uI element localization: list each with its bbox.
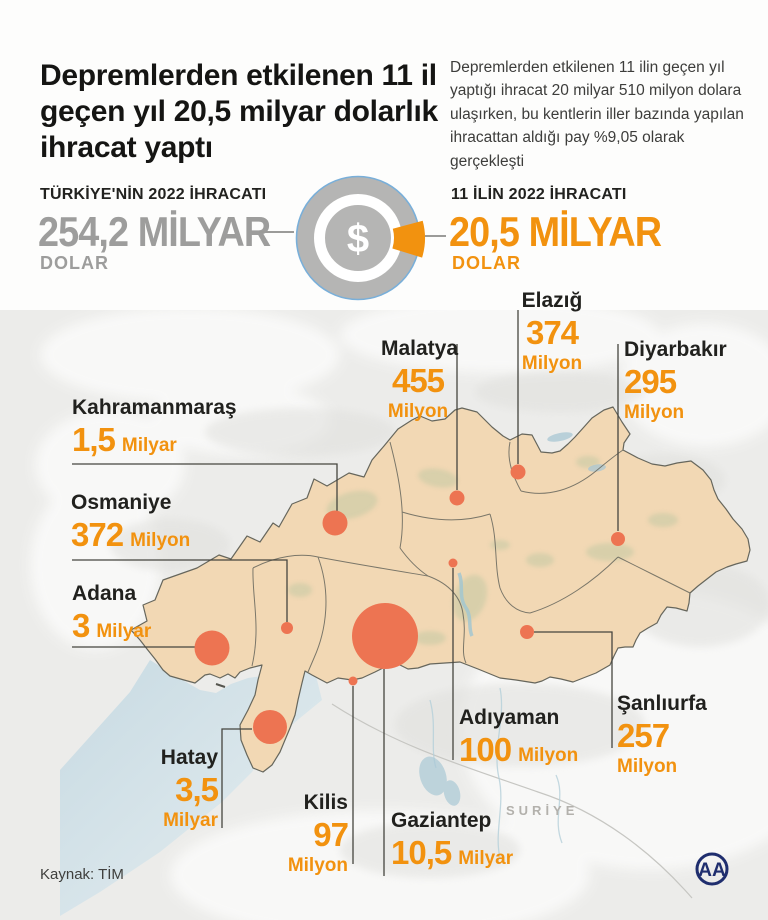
label-adana: Adana 3 Milyar	[72, 582, 152, 645]
bubble-kahramanmaras	[322, 510, 348, 536]
label-gaziantep: Gaziantep 10,5 Milyar	[391, 809, 514, 872]
label-kahramanmaras: Kahramanmaraş 1,5 Milyar	[72, 396, 237, 459]
provinces-export-label: 11 İLİN 2022 İHRACATI	[451, 186, 627, 203]
ataturk-dam-water	[457, 572, 474, 637]
label-diyarbakir: Diyarbakır 295 Milyon	[624, 338, 727, 423]
highlighted-region	[130, 406, 751, 773]
earthquake-provinces-map	[0, 310, 768, 920]
bubble-hatay	[253, 710, 287, 744]
bubble-kilis	[348, 676, 358, 686]
label-elazig: Elazığ 374 Milyon	[521, 289, 583, 374]
page-title: Depremlerden etkilenen 11 il geçen yıl 2…	[40, 59, 438, 165]
donut-share-wedge	[392, 220, 425, 258]
intro-text: Depremlerden etkilenen 11 ilin geçen yıl…	[450, 58, 744, 170]
syria-region-label: SURİYE	[506, 803, 579, 818]
turkey-export-label: TÜRKİYE'NİN 2022 İHRACATI	[40, 186, 267, 203]
label-malatya: Malatya 455 Milyon	[381, 337, 459, 422]
export-bubbles	[194, 464, 625, 744]
turkey-export-value: 254,2 MİLYAR	[38, 208, 271, 255]
export-share-donut: $	[295, 175, 425, 301]
aa-logo-text: AA	[698, 860, 726, 881]
left-connector-line	[259, 231, 294, 233]
label-adiyaman: Adıyaman 100 Milyon	[459, 706, 579, 769]
provinces-export-value: 20,5 MİLYAR	[449, 208, 662, 255]
label-sanliurfa: Şanlıurfa 257 Milyon	[617, 692, 707, 777]
label-kilis: Kilis 97 Milyon	[287, 791, 349, 876]
river-delta-mark	[215, 683, 226, 688]
bubble-diyarbakir	[611, 532, 625, 546]
province-borders	[251, 441, 691, 673]
bubble-osmaniye	[281, 622, 293, 634]
aa-logo-circle	[695, 852, 729, 886]
bubble-adiyaman	[448, 558, 458, 568]
dollar-icon: $	[347, 217, 369, 261]
provinces-export-unit: DOLAR	[452, 253, 521, 273]
bubble-adana	[194, 630, 230, 666]
anadolu-agency-logo: AA	[695, 852, 729, 886]
label-hatay: Hatay 3,5 Milyar	[160, 746, 219, 831]
syria-border-line	[331, 703, 693, 899]
bubble-sanliurfa	[520, 625, 534, 639]
source-credit: Kaynak: TİM	[40, 866, 124, 883]
vegetation-patches	[288, 456, 678, 645]
turkey-export-unit: DOLAR	[40, 253, 109, 273]
label-osmaniye: Osmaniye 372 Milyon	[71, 491, 191, 554]
leader-lines	[72, 310, 619, 876]
right-connector-line	[425, 235, 446, 237]
bubble-gaziantep	[352, 603, 418, 669]
reservoir-lakes	[419, 756, 461, 806]
bubble-malatya	[449, 490, 465, 506]
bubble-elazig	[510, 464, 526, 480]
